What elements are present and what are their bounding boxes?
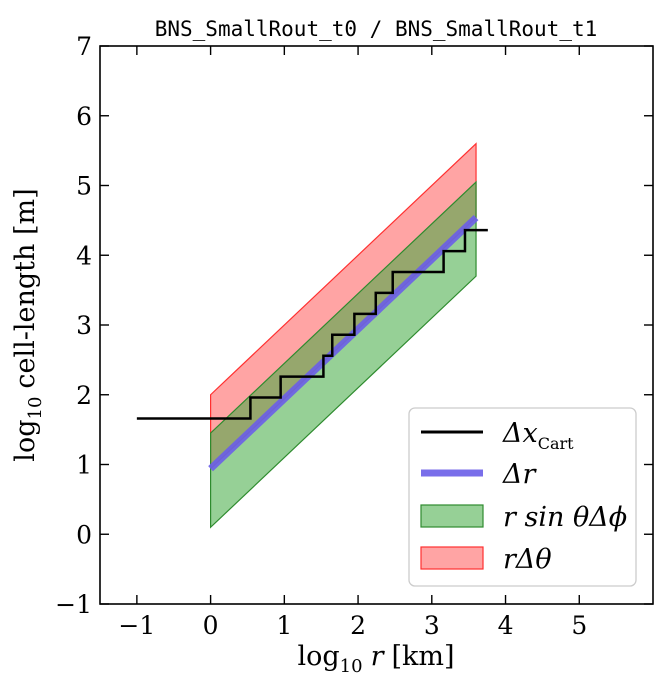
y-tick-label: −1: [55, 590, 92, 619]
axis-ticks: −1 0 1 2 3 4 5 −1 0 1 2 3 4 5 6 7: [55, 32, 653, 640]
x-tick-label: 1: [276, 611, 292, 640]
x-tick-label: 2: [350, 611, 366, 640]
x-tick-label: 4: [498, 611, 514, 640]
y-tick-label: 7: [76, 32, 92, 61]
legend-swatch-rdtheta: [420, 546, 484, 570]
x-tick-label: −1: [118, 611, 155, 640]
chart-title: BNS_SmallRout_t0 / BNS_SmallRout_t1: [155, 17, 598, 41]
series-line-cart: [136, 228, 488, 420]
plot-area: [136, 142, 488, 529]
series-line-dr: [208, 215, 479, 472]
x-tick-label: 0: [203, 611, 219, 640]
legend: ΔxCart Δr r sin θΔϕ rΔθ: [408, 407, 637, 587]
legend-label-cart: ΔxCart: [502, 418, 574, 453]
y-tick-label: 5: [76, 172, 92, 201]
y-tick-label: 6: [76, 102, 92, 131]
legend-swatch-rsin: [420, 504, 484, 528]
legend-box: [408, 407, 637, 587]
x-tick-label: 5: [571, 611, 587, 640]
band-1: [210, 180, 477, 529]
y-tick-label: 3: [76, 311, 92, 340]
legend-label-rsin: r sin θΔϕ: [503, 502, 627, 533]
legend-label-dr: Δr: [502, 459, 537, 490]
y-tick-label: 0: [76, 520, 92, 549]
legend-label-rdtheta: rΔθ: [503, 544, 552, 575]
y-tick-label: 1: [76, 451, 92, 480]
x-axis-label: log10 r [km]: [297, 641, 454, 677]
x-tick-label: 3: [424, 611, 440, 640]
y-tick-label: 4: [76, 241, 92, 270]
y-tick-label: 2: [76, 381, 92, 410]
y-axis-label: log10cell-length [m]: [10, 188, 46, 461]
